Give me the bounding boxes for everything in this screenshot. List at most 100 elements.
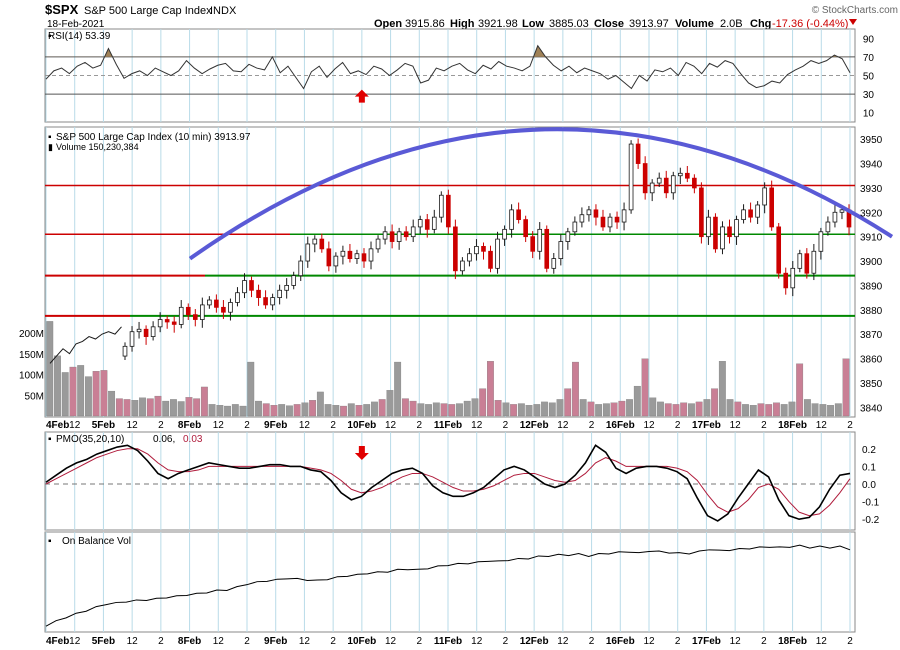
candle [136, 328, 142, 333]
candle [502, 228, 507, 240]
candle [628, 143, 634, 211]
volume-bar [309, 400, 317, 417]
volume-bar [286, 405, 293, 417]
candle [354, 253, 360, 259]
candle [178, 306, 184, 325]
x-tick-label: 8Feb [178, 420, 201, 431]
volume-bar [224, 405, 231, 417]
volume-bar [432, 402, 440, 417]
volume-bar [162, 400, 170, 417]
candle [249, 280, 254, 291]
rsi-legend: RSI(14) 53.39 [48, 31, 111, 42]
candle [818, 231, 824, 252]
candle [677, 172, 683, 177]
volume-legend: Volume 150,230,384 [56, 142, 139, 152]
candle [122, 345, 128, 357]
volume-bar [61, 372, 69, 417]
open-label: Open [374, 18, 402, 30]
change-down-icon [849, 19, 857, 25]
volume-bar [85, 376, 92, 417]
change-value: -17.36 (-0.44%) [772, 18, 848, 30]
candle [572, 221, 578, 233]
x-tick-label: 12 [69, 420, 81, 431]
price-y-tick: 3890 [860, 281, 883, 292]
price-y-tick: 3950 [860, 135, 883, 146]
candle [748, 209, 753, 218]
volume-bar [324, 404, 332, 417]
volume-bar [510, 404, 518, 417]
candle [382, 231, 388, 240]
x-tick-label: 12 [816, 420, 828, 431]
pmo-line [45, 444, 851, 522]
volume-bar [208, 404, 216, 417]
x-tick-label: 10Feb [347, 636, 376, 647]
candle [403, 231, 409, 238]
x-tick-label: 2 [417, 636, 423, 647]
volume-bar [448, 404, 456, 417]
candle [389, 231, 395, 242]
candle [185, 306, 191, 316]
candle [157, 319, 163, 328]
volume-bar [425, 404, 432, 417]
candle [607, 216, 613, 228]
candle [438, 194, 444, 218]
candle [741, 209, 746, 221]
candle [150, 326, 156, 337]
x-axis-bottom: 4Feb 12 5Feb 12 2 8Feb 12 2 9Feb 12 2 10Feb 12 2 11Feb… [46, 636, 853, 647]
pmo-y-tick: -0.1 [862, 498, 880, 509]
x-tick-label: 2 [761, 420, 767, 431]
candle [417, 219, 423, 228]
x-tick-label: 12 [471, 636, 483, 647]
candle [614, 216, 620, 223]
volume-bar [680, 402, 688, 417]
price-y-tick: 3920 [860, 208, 883, 219]
candle [804, 253, 810, 274]
volume-bar [216, 405, 224, 417]
early-price-line [49, 326, 122, 364]
volume-bar [641, 358, 649, 417]
volume-bar [231, 404, 239, 417]
candle [424, 219, 430, 230]
volume-bar [819, 404, 827, 417]
candle [537, 228, 543, 252]
rsi-y-tick: 30 [863, 90, 875, 101]
pmo-legend-value: 0.06, [153, 434, 175, 445]
volume-bar [456, 403, 463, 417]
candle [755, 204, 760, 218]
candle [361, 253, 367, 262]
volume-bar [626, 399, 633, 417]
x-tick-label: 2 [675, 420, 681, 431]
candle [825, 221, 831, 233]
x-tick-label: 12 [471, 420, 483, 431]
volume-bar [664, 403, 672, 417]
x-tick-label: 2 [244, 420, 250, 431]
candle [200, 304, 205, 320]
x-tick-label: 2 [158, 420, 164, 431]
x-tick-label: 17Feb [692, 420, 721, 431]
volume-bar [602, 403, 610, 417]
volume-bar [834, 403, 842, 417]
candle [530, 236, 536, 252]
volume-bar [131, 400, 139, 417]
candle [790, 267, 796, 289]
x-tick-label: 5Feb [92, 420, 115, 431]
x-tick-label: 12 [816, 636, 828, 647]
x-tick-label: 4Feb [46, 420, 69, 431]
candle [256, 289, 261, 298]
x-tick-label: 12 [299, 636, 311, 647]
volume-bar [355, 405, 363, 417]
candle [600, 216, 606, 228]
x-tick-label: 16Feb [606, 636, 635, 647]
volume-bar [177, 401, 185, 417]
candle [635, 143, 641, 164]
volume-bar [649, 397, 657, 417]
volume-bar [657, 401, 664, 417]
candle [460, 260, 465, 272]
volume-bar [502, 402, 510, 417]
price-y-axis: 3840 3850 3860 3870 3880 3890 3900 3910 3920 3930… [860, 135, 883, 414]
x-tick-label: 12 [643, 636, 655, 647]
volume-bar [688, 403, 695, 417]
candle [242, 280, 247, 294]
volume-bar [270, 405, 278, 417]
volume-bar [633, 385, 641, 417]
